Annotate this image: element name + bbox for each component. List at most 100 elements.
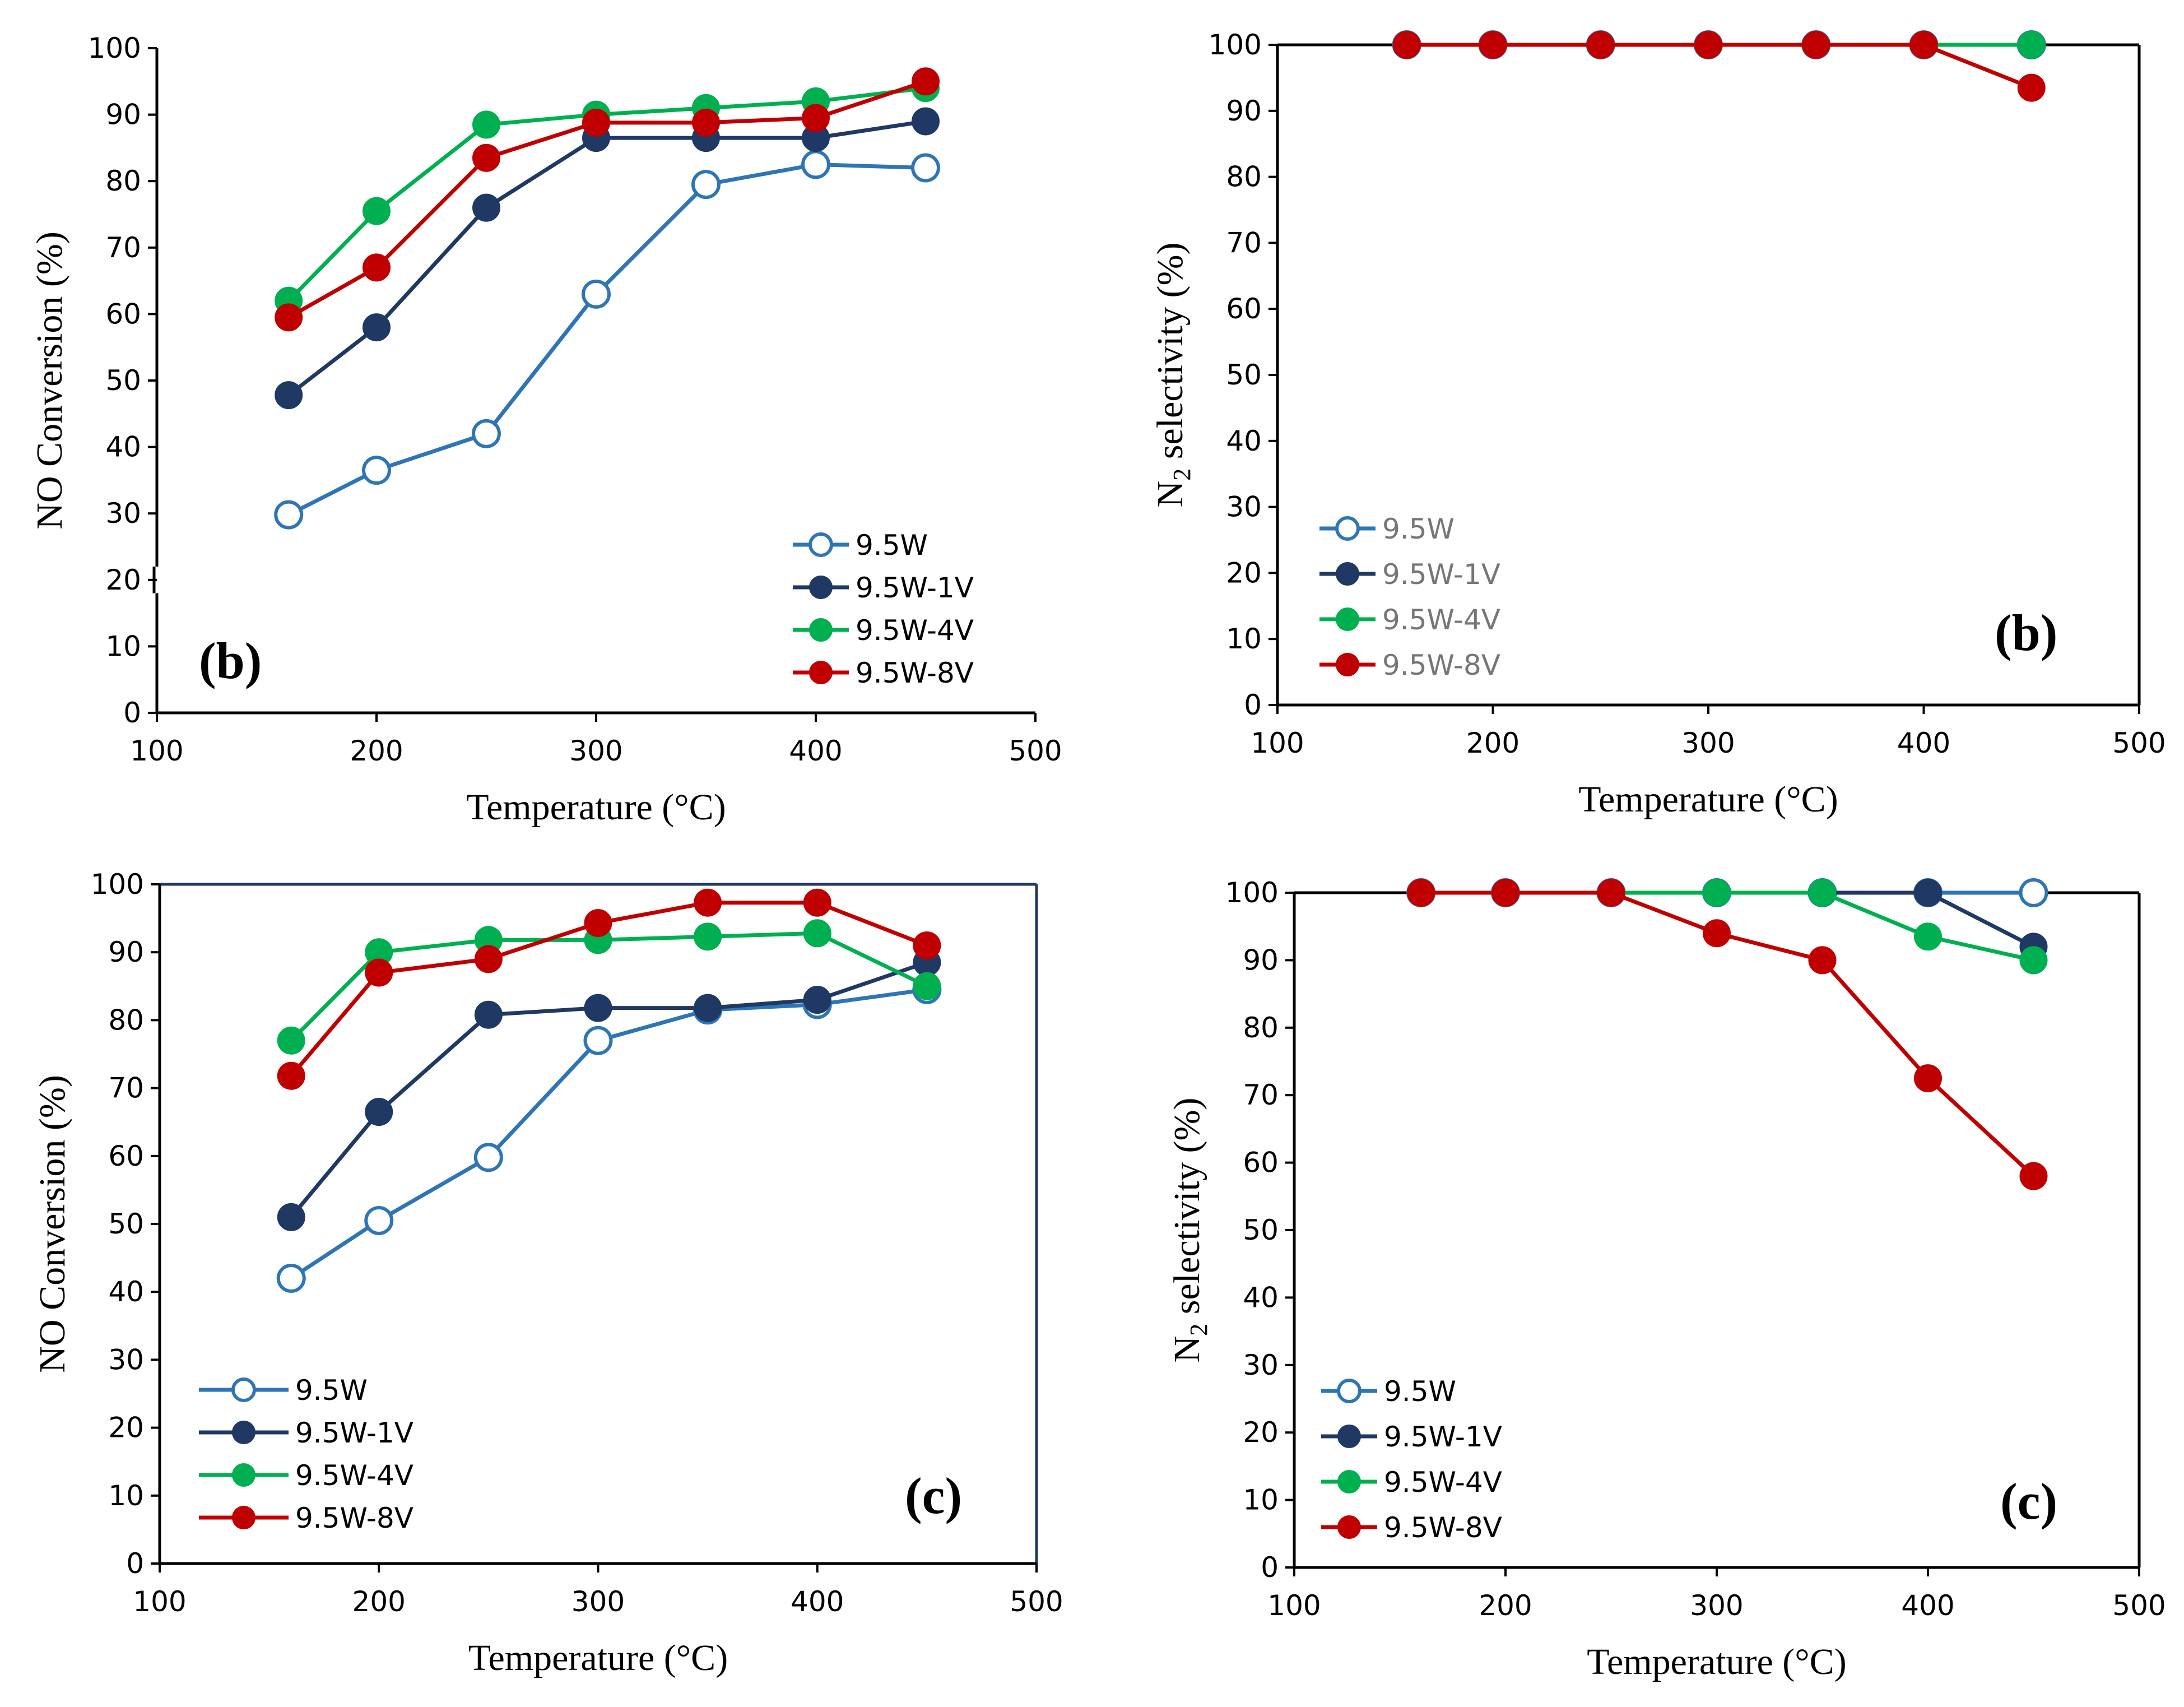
y-tick-label: 70 — [1226, 226, 1262, 259]
y-tick-label: 80 — [1226, 161, 1262, 193]
y-tick-label: 70 — [108, 1072, 144, 1105]
legend-marker — [809, 618, 833, 642]
legend-marker — [1337, 1425, 1361, 1448]
legend-item: 9.5W — [199, 1374, 368, 1407]
series-9-5w-8v — [1407, 879, 2048, 1190]
data-point — [1491, 879, 1519, 907]
data-point — [472, 143, 500, 172]
data-point — [911, 153, 940, 183]
data-point — [1914, 879, 1942, 907]
x-axis-title: Temperature (°C) — [466, 787, 726, 828]
y-tick-label: 20 — [105, 564, 141, 596]
series-9-5w-8v — [1392, 31, 2046, 102]
y-tick-label: 50 — [1226, 359, 1262, 391]
x-tick-label: 500 — [2112, 1589, 2166, 1622]
legend-marker — [1337, 1515, 1361, 1539]
data-point — [274, 500, 304, 530]
legend-marker — [1336, 653, 1359, 676]
legend-marker — [232, 1506, 255, 1529]
data-point — [363, 253, 391, 282]
data-point — [277, 1203, 305, 1231]
x-tick-label: 200 — [352, 1585, 406, 1618]
legend-marker — [1337, 1379, 1361, 1403]
data-point — [694, 922, 722, 951]
x-tick-label: 100 — [1251, 727, 1304, 759]
data-point — [694, 994, 722, 1022]
data-point — [474, 945, 503, 973]
data-point — [1407, 879, 1435, 907]
x-tick-label: 500 — [2112, 727, 2166, 759]
y-tick-label: 40 — [1243, 1281, 1279, 1314]
series-9-5w — [274, 150, 940, 530]
y-tick-label: 0 — [1261, 1551, 1279, 1584]
data-point — [2019, 1162, 2048, 1190]
y-axis-title: NO Conversion (%) — [29, 231, 70, 530]
legend: 9.5W 9.5W-1V 9.5W-4V 9.5W-8V — [1319, 513, 1500, 681]
legend-label: 9.5W-4V — [856, 614, 974, 647]
legend-item: 9.5W-4V — [199, 1459, 413, 1492]
legend-label: 9.5W-8V — [1382, 649, 1500, 681]
legend: 9.5W 9.5W-1V 9.5W-4V 9.5W-8V — [793, 529, 974, 689]
y-tick-label: 10 — [105, 630, 141, 662]
x-tick-label: 200 — [1466, 727, 1519, 759]
data-point — [2019, 878, 2048, 907]
legend-item: 9.5W — [793, 529, 928, 562]
data-point — [2019, 946, 2048, 975]
panel-label: (b) — [199, 632, 262, 689]
x-axis-title: Temperature (°C) — [468, 1638, 728, 1678]
legend-label: 9.5W-4V — [295, 1459, 413, 1492]
panel-label: (b) — [1995, 604, 2057, 661]
x-tick-label: 300 — [1681, 727, 1735, 759]
data-point — [803, 986, 831, 1014]
data-point — [1802, 31, 1830, 59]
y-tick-label: 30 — [108, 1343, 144, 1376]
legend-label: 9.5W — [295, 1374, 368, 1407]
y-tick-label: 30 — [1243, 1349, 1279, 1381]
data-point — [277, 1026, 305, 1055]
x-tick-label: 400 — [1897, 727, 1950, 759]
x-axis-title: Temperature (°C) — [1578, 779, 1838, 820]
y-tick-label: 20 — [1243, 1416, 1279, 1449]
y-tick-label: 100 — [1225, 876, 1279, 909]
legend-label: 9.5W-4V — [1382, 604, 1500, 636]
y-tick-label: 0 — [126, 1547, 144, 1580]
data-point — [692, 108, 720, 137]
legend-label: 9.5W-1V — [856, 572, 974, 604]
data-point — [275, 381, 303, 410]
legend-label: 9.5W-1V — [295, 1417, 413, 1449]
data-point — [1909, 31, 1938, 59]
y-tick-label: 40 — [105, 431, 141, 463]
legend-marker — [1337, 1470, 1361, 1493]
x-tick-label: 100 — [1267, 1589, 1321, 1622]
x-tick-label: 500 — [1009, 735, 1062, 767]
legend-marker — [232, 1463, 255, 1487]
series-9-5w-4v — [277, 919, 941, 1055]
legend-item: 9.5W-1V — [1321, 1421, 1502, 1453]
data-point — [276, 1263, 306, 1293]
chart-n2-selectivity-b: 0 10 20 30 40 50 60 70 80 90 100 100 200 300 400 500 Tem… — [1150, 29, 2166, 820]
data-point — [363, 197, 391, 225]
y-tick-label: 100 — [91, 868, 144, 901]
legend-marker — [809, 576, 833, 599]
series-9-5w-8v — [275, 67, 940, 332]
y-tick-label: 20 — [1226, 556, 1262, 589]
data-point — [913, 972, 941, 1000]
y-tick-label: 90 — [105, 99, 141, 131]
legend-label: 9.5W-8V — [295, 1502, 413, 1534]
y-axis-title: N2 selectivity (%) — [1167, 1098, 1212, 1363]
chart-no-conversion-b: 0 10 20 30 40 50 60 70 80 90 100 100 200 300 400 500 Tem… — [29, 32, 1062, 828]
legend-label: 9.5W-1V — [1384, 1421, 1502, 1453]
y-tick-label: 70 — [1243, 1079, 1279, 1111]
data-point — [584, 909, 612, 938]
y-tick-label: 50 — [1243, 1214, 1279, 1246]
data-point — [365, 958, 393, 987]
y-axis-title: NO Conversion (%) — [32, 1075, 73, 1373]
legend-item: 9.5W-4V — [1321, 1466, 1502, 1499]
chart-no-conversion-c: 0 10 20 30 40 50 60 70 80 90 100 100 200 300 400 500 Tem… — [32, 868, 1063, 1678]
legend-label: 9.5W-4V — [1384, 1466, 1502, 1499]
x-tick-label: 300 — [1690, 1589, 1743, 1622]
data-point — [912, 67, 940, 96]
y-tick-label: 30 — [105, 497, 141, 530]
legend-item: 9.5W-8V — [1321, 1511, 1502, 1544]
y-tick-label: 90 — [1243, 944, 1279, 976]
